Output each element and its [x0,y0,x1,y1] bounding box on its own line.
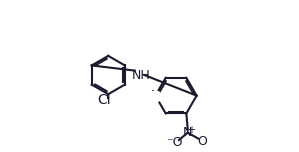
Text: +: + [187,125,196,135]
Text: N: N [151,89,160,102]
Text: N: N [183,126,193,139]
Text: NH: NH [131,69,150,81]
Text: ⁻O: ⁻O [166,136,183,149]
Text: Cl: Cl [97,93,111,107]
Text: O: O [198,135,208,148]
